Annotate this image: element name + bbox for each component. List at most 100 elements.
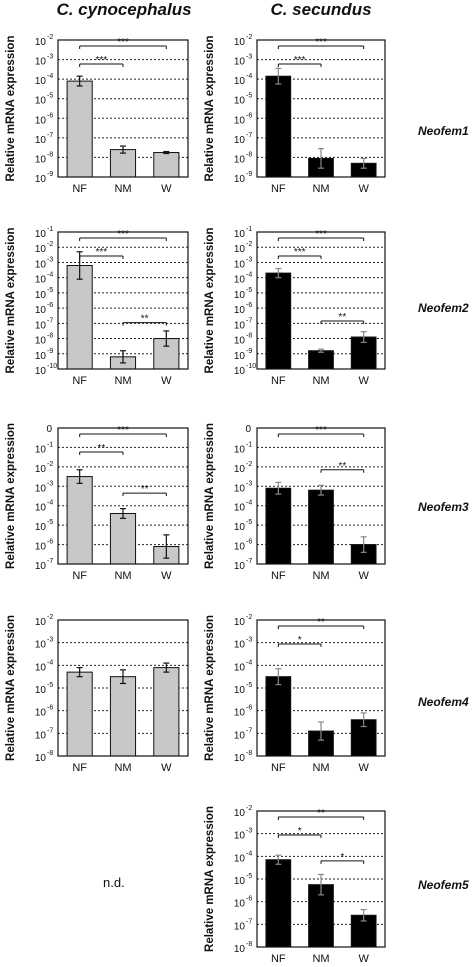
y-tick-label: 10 bbox=[35, 351, 47, 362]
y-tick-exponent: -7 bbox=[246, 918, 252, 925]
chart-neofem4-secundus: NF NM W10-210-310-410-510-610-710 -8Relativ… bbox=[204, 614, 386, 774]
x-tick-label: NF bbox=[72, 375, 87, 387]
significance-bracket bbox=[320, 320, 365, 325]
plot-frame bbox=[57, 427, 189, 565]
y-tick-exponent: -7 bbox=[47, 132, 53, 139]
chart-neofem1-cynocephalus: NF NM W10-210-310-410-510-610-710-810 -9Rel… bbox=[5, 34, 189, 195]
bar-nf bbox=[66, 80, 93, 178]
x-tick-label: W bbox=[358, 570, 369, 582]
plot-frame bbox=[256, 619, 386, 757]
y-tick-label: 10 bbox=[234, 483, 246, 494]
y-tick-exponent: -5 bbox=[246, 287, 252, 294]
gene-label-neofem1: Neofem1 bbox=[418, 124, 469, 138]
y-tick-label: 10 bbox=[234, 444, 246, 455]
x-tick-label: NM bbox=[312, 375, 329, 387]
bar-nf bbox=[66, 264, 93, 370]
chart-neofem2-secundus: NF NM W10-110-210-310-410-510-610-710 -810-… bbox=[204, 226, 386, 387]
gene-label-neofem5: Neofem5 bbox=[418, 878, 469, 892]
significance-bracket bbox=[277, 237, 365, 241]
y-tick-label: 10 bbox=[35, 662, 47, 673]
y-tick-label: 10 bbox=[234, 135, 246, 146]
y-tick-exponent: -3 bbox=[47, 637, 53, 644]
y-tick-exponent: -8 bbox=[47, 750, 53, 757]
significance-bracket bbox=[277, 816, 365, 820]
significance-bracket bbox=[79, 255, 124, 259]
error-bar-nm bbox=[318, 873, 324, 896]
significance-label: *** bbox=[95, 55, 107, 66]
y-tick-exponent: -5 bbox=[246, 682, 252, 689]
y-tick-label: 0 bbox=[46, 424, 52, 435]
y-tick-exponent: -3 bbox=[246, 828, 252, 835]
error-bar-nf bbox=[76, 666, 83, 678]
y-tick-label: 10 bbox=[234, 174, 246, 185]
significance-label: *** bbox=[117, 229, 129, 240]
x-tick-label: NF bbox=[271, 953, 286, 965]
error-bar-nf bbox=[275, 668, 282, 686]
y-tick-label: 10 bbox=[234, 808, 246, 819]
y-tick-exponent: -7 bbox=[246, 317, 252, 324]
y-tick-label: 10 bbox=[234, 708, 246, 719]
y-tick-label: 10 bbox=[35, 135, 47, 146]
y-tick-exponent: -4 bbox=[47, 659, 53, 666]
bar-nm bbox=[308, 489, 334, 565]
error-bar-nm bbox=[120, 145, 126, 154]
significance-bracket bbox=[320, 860, 365, 864]
y-tick-label: 10 bbox=[234, 115, 246, 126]
y-tick-exponent: -6 bbox=[246, 302, 252, 309]
y-tick-label: 10 bbox=[35, 275, 47, 286]
y-axis-label: Relative mRNA expression bbox=[5, 423, 17, 569]
chart-neofem4-cynocephalus: NF NM W10-210-310-410-510-610-710 -8Relativ… bbox=[5, 614, 189, 774]
x-tick-label: NM bbox=[312, 762, 329, 774]
y-tick-label: 10 bbox=[234, 96, 246, 107]
y-tick-exponent: -7 bbox=[246, 132, 252, 139]
y-tick-label: 10 bbox=[35, 305, 47, 316]
bar-nf bbox=[265, 676, 292, 757]
y-tick-exponent: -5 bbox=[47, 93, 53, 100]
y-tick-exponent: -5 bbox=[47, 519, 53, 526]
plot-frame bbox=[57, 619, 189, 757]
significance-label: * bbox=[340, 852, 344, 863]
significance-label: ** bbox=[141, 314, 149, 325]
bar-nf bbox=[265, 75, 292, 178]
bar-nm bbox=[109, 512, 137, 565]
y-tick-label: 10 bbox=[234, 831, 246, 842]
significance-label: *** bbox=[294, 247, 306, 258]
y-tick-exponent: -9 bbox=[47, 348, 53, 355]
y-tick-exponent: -4 bbox=[246, 272, 252, 279]
y-tick-label: 10 bbox=[35, 290, 47, 301]
y-tick-exponent: -3 bbox=[47, 54, 53, 61]
significance-label: ** bbox=[141, 484, 149, 495]
significance-bracket bbox=[79, 63, 124, 67]
y-tick-label: 10 bbox=[35, 115, 47, 126]
not-detected-label: n.d. bbox=[103, 875, 125, 890]
significance-bracket bbox=[277, 625, 365, 629]
y-tick-exponent: -8 bbox=[47, 151, 53, 158]
chart-neofem1-secundus: NF NM W10-210-310-410-510-610-710-810 -9Rel… bbox=[204, 34, 386, 195]
bar-nf bbox=[265, 487, 292, 565]
significance-label: *** bbox=[95, 247, 107, 258]
error-bar-nf bbox=[275, 67, 282, 85]
x-tick-label: NF bbox=[72, 762, 87, 774]
y-tick-label: 10 bbox=[234, 57, 246, 68]
x-tick-label: NM bbox=[114, 183, 131, 195]
x-tick-label: NF bbox=[72, 570, 87, 582]
y-axis-label: Relative mRNA expression bbox=[5, 36, 17, 182]
y-tick-exponent: -1 bbox=[246, 226, 252, 233]
y-tick-exponent: -6 bbox=[246, 539, 252, 546]
significance-bracket bbox=[79, 433, 167, 437]
bar-nm bbox=[109, 149, 137, 178]
y-axis-label: Relative mRNA expression bbox=[204, 228, 216, 374]
x-tick-label: W bbox=[161, 183, 172, 195]
y-tick-label: 10 bbox=[35, 336, 47, 347]
significance-label: *** bbox=[117, 425, 129, 436]
chart-neofem2-cynocephalus: NF NM W10-110-210-310-410-510-610-710 -810-… bbox=[5, 226, 189, 387]
y-tick-label: 10 bbox=[35, 708, 47, 719]
error-bar-nm bbox=[318, 484, 324, 496]
y-tick-label: 10 bbox=[234, 921, 246, 932]
y-tick-exponent: -8 bbox=[246, 333, 252, 340]
gene-label-neofem4: Neofem4 bbox=[418, 695, 469, 709]
y-tick-exponent: -5 bbox=[246, 93, 252, 100]
x-tick-label: NM bbox=[114, 375, 131, 387]
y-tick-label: 10 bbox=[234, 464, 246, 475]
